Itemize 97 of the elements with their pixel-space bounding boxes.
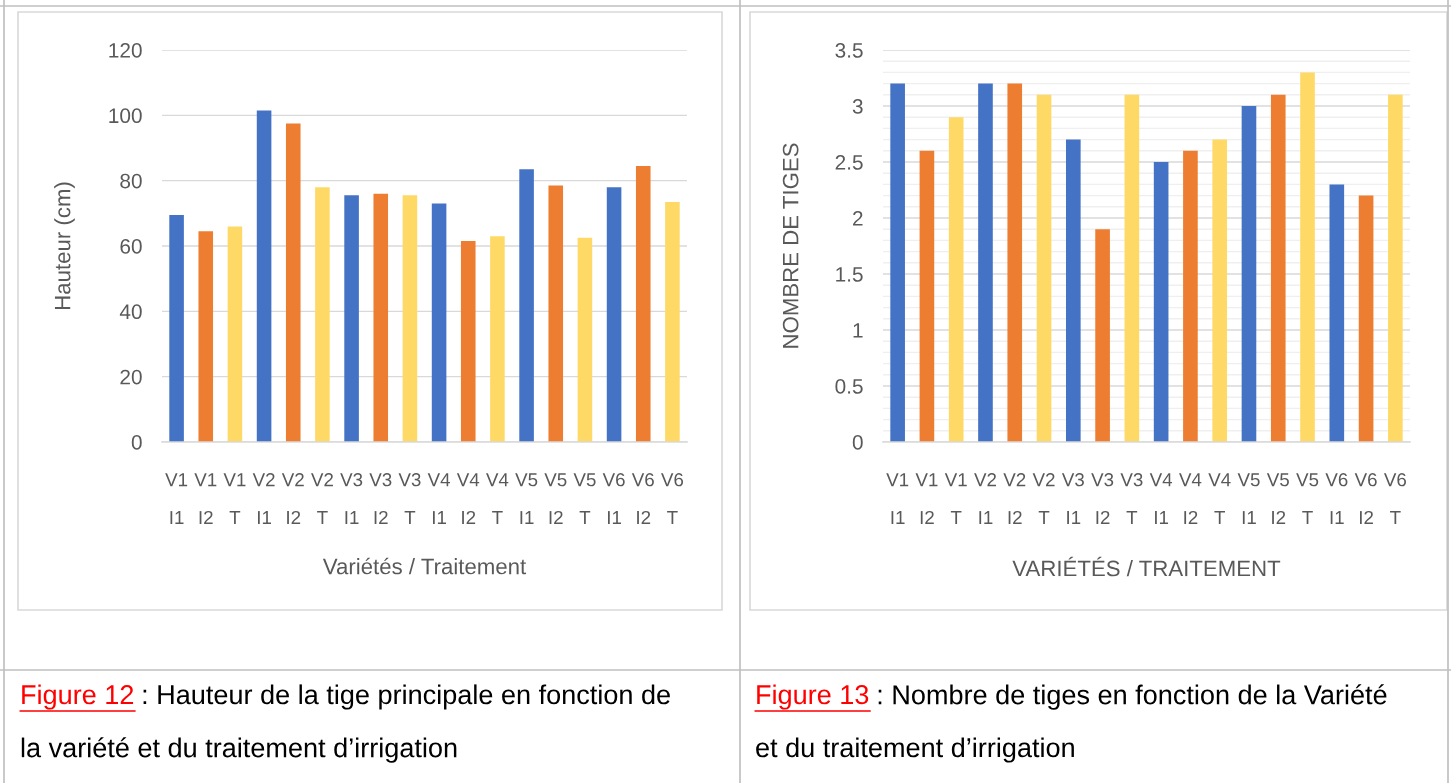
category-label: V6 T: [661, 473, 684, 524]
bar: [665, 201, 680, 442]
category-label: V6 I2: [1354, 473, 1377, 524]
category-label: V6 T: [1383, 473, 1406, 524]
bar: [1358, 195, 1374, 442]
bar: [519, 169, 534, 442]
category-label: V3 I1: [1061, 473, 1084, 524]
bar: [1036, 94, 1052, 442]
bar: [1007, 83, 1023, 442]
category-label: V1 I1: [165, 473, 188, 524]
category-label: V5 I1: [1237, 473, 1260, 524]
category-label: V6 I2: [631, 473, 654, 524]
bar: [978, 83, 993, 442]
bar: [1065, 139, 1081, 442]
y-tick-label: 3: [852, 99, 863, 114]
y-tick-label: 2: [853, 211, 863, 226]
bar: [227, 226, 243, 442]
category-label: V6 I1: [1325, 473, 1348, 524]
bar: [373, 193, 389, 442]
category-label: V2 I2: [281, 473, 304, 524]
bar: [1095, 229, 1110, 442]
category-label: V4 I1: [1149, 473, 1173, 524]
category-label: V4 T: [486, 473, 509, 524]
y-tick-label: 0.5: [835, 379, 863, 394]
category-label: V3 I2: [369, 473, 392, 524]
y-tick-label: 80: [120, 173, 142, 189]
y-tick-label: 2.5: [835, 155, 863, 170]
category-label: V2 I1: [974, 473, 996, 524]
category-label: V6 I1: [602, 473, 625, 524]
bar: [1212, 139, 1228, 442]
bar: [635, 165, 651, 442]
category-label: V1 T: [223, 473, 246, 524]
category-label: V5 I2: [544, 473, 567, 524]
category-label: V4 I2: [1179, 473, 1202, 524]
y-tick-label: 100: [109, 108, 142, 124]
category-label: V2 I1: [252, 473, 275, 524]
category-label: V1 I1: [886, 473, 909, 524]
y-tick-label: 20: [120, 369, 142, 385]
bar: [1300, 72, 1315, 442]
category-label: V4 I2: [456, 473, 480, 524]
category-label: V2 T: [311, 473, 333, 524]
bar: [431, 203, 447, 442]
category-label: V1 I2: [915, 473, 938, 524]
category-label: V4 T: [1208, 473, 1231, 524]
y-tick-label: 120: [109, 43, 142, 58]
y-tick-label: 3.5: [835, 43, 863, 58]
bar: [577, 237, 593, 442]
text: et du traitement d’irrigation: [756, 737, 1074, 763]
y-tick-label: 40: [119, 304, 142, 320]
y-tick-label: 1: [853, 323, 863, 338]
caption: Figure 13: [757, 684, 869, 710]
x-axis-title: VARIÉTÉS / TRAITEMENT: [1012, 556, 1281, 577]
y-axis-title: Hauteur (cm): [54, 182, 75, 309]
category-label: V1 T: [944, 473, 967, 524]
bar: [890, 83, 905, 442]
bar: [285, 123, 301, 442]
bar: [402, 195, 418, 442]
bar: [460, 241, 476, 442]
bar: [1270, 94, 1286, 442]
bar: [169, 214, 184, 442]
y-tick-label: 60: [120, 239, 142, 254]
bar: [198, 231, 214, 442]
text: : Nombre de tiges en fonction de la Variété: [878, 684, 1387, 710]
bar: [344, 195, 359, 442]
bar: [606, 187, 622, 442]
category-label: V3 I2: [1091, 473, 1114, 524]
category-label: V5 T: [573, 473, 596, 524]
y-tick-label: 0: [131, 435, 142, 450]
bar: [1124, 94, 1140, 442]
bar: [1153, 162, 1169, 442]
y-tick-label: 0: [852, 435, 863, 450]
text: : Hauteur de la tige principale en fonction de: [143, 684, 670, 710]
y-axis-title: NOMBRE DE TIGES: [782, 143, 799, 348]
x-axis-title: Variétés / Traitement: [322, 557, 527, 575]
text: la variété et du traitement d’irrigation: [21, 737, 457, 763]
bar: [548, 185, 564, 442]
bar: [1329, 184, 1345, 442]
bar: [256, 110, 272, 442]
bar: [948, 117, 964, 442]
category-label: V2 T: [1032, 473, 1055, 524]
category-label: V3 T: [398, 473, 421, 524]
category-label: V3 I1: [340, 473, 363, 524]
category-label: V4 I1: [427, 473, 450, 524]
bar: [1183, 150, 1198, 442]
bar: [1388, 94, 1403, 442]
category-label: V1 I2: [194, 473, 217, 524]
category-label: V5 I1: [515, 473, 538, 524]
bar: [919, 150, 935, 442]
category-label: V3 T: [1120, 473, 1143, 524]
y-tick-label: 1.5: [836, 267, 863, 282]
caption: Figure 12: [22, 684, 134, 710]
category-label: V2 I2: [1003, 473, 1026, 524]
category-label: V5 I2: [1266, 473, 1289, 524]
bar: [1241, 106, 1257, 442]
bar: [315, 187, 330, 442]
category-label: V5 T: [1296, 473, 1319, 524]
bar: [490, 236, 505, 442]
